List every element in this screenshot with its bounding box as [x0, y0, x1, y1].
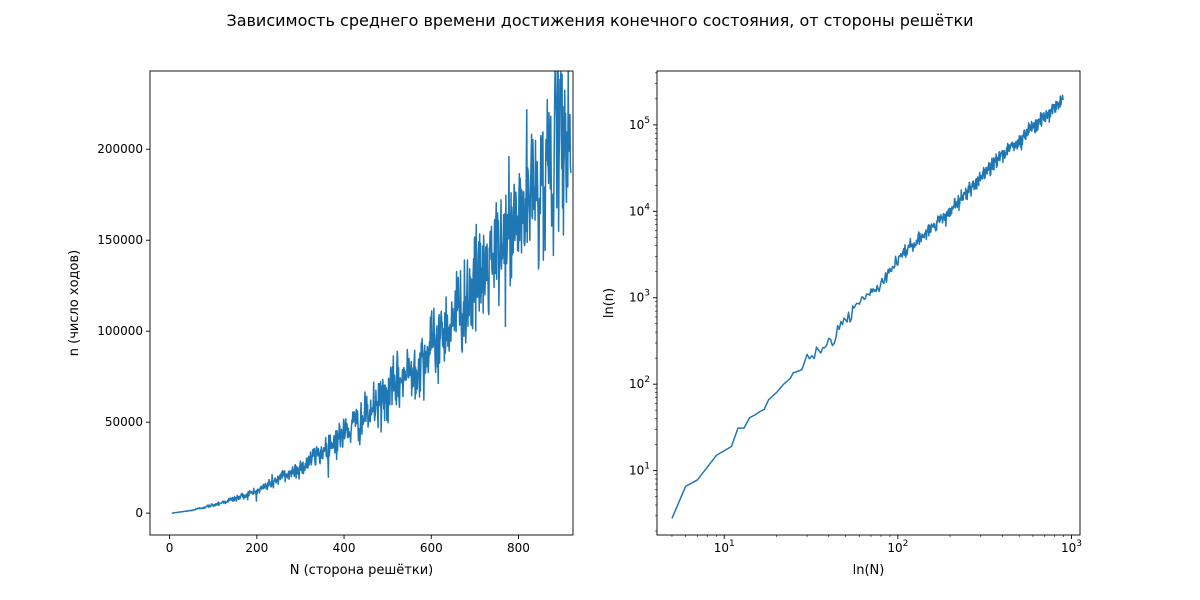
x-tick-label: 103: [1061, 539, 1082, 555]
y-axis-label: ln(n): [602, 288, 617, 318]
y-tick-label: 100000: [97, 324, 143, 338]
x-tick-label: 101: [714, 539, 735, 555]
x-tick-label: 600: [420, 541, 443, 555]
y-tick-label: 150000: [97, 233, 143, 247]
y-tick-label: 50000: [105, 415, 143, 429]
y-tick-label: 104: [629, 202, 650, 218]
y-tick-label: 105: [629, 116, 650, 132]
x-tick-label: 200: [245, 541, 268, 555]
y-tick-label: 200000: [97, 142, 143, 156]
y-tick-label: 0: [135, 506, 143, 520]
x-tick-label: 102: [887, 539, 908, 555]
figure-suptitle: Зависимость среднего времени достижения …: [226, 11, 973, 30]
series-line: [171, 71, 572, 514]
y-tick-label: 102: [629, 375, 650, 391]
axes-frame: [656, 70, 1081, 536]
series-line: [671, 94, 1064, 519]
x-axis-label: N (сторона решётки): [290, 563, 434, 578]
y-tick-label: 103: [629, 289, 650, 305]
x-tick-label: 800: [507, 541, 530, 555]
x-tick-label: 0: [166, 541, 174, 555]
x-axis-label: ln(N): [853, 563, 885, 578]
x-tick-label: 400: [333, 541, 356, 555]
axes-frame: [149, 70, 574, 536]
right-chart: 101 102 103 101 102 103 104 105 ln(N) ln(n): [602, 70, 1082, 578]
y-tick-label: 101: [629, 462, 650, 478]
y-axis-label: n (число ходов): [67, 250, 82, 356]
left-chart: 0 200 400 600 800 0 50000 100000 150000 200000 N (…: [67, 70, 574, 578]
